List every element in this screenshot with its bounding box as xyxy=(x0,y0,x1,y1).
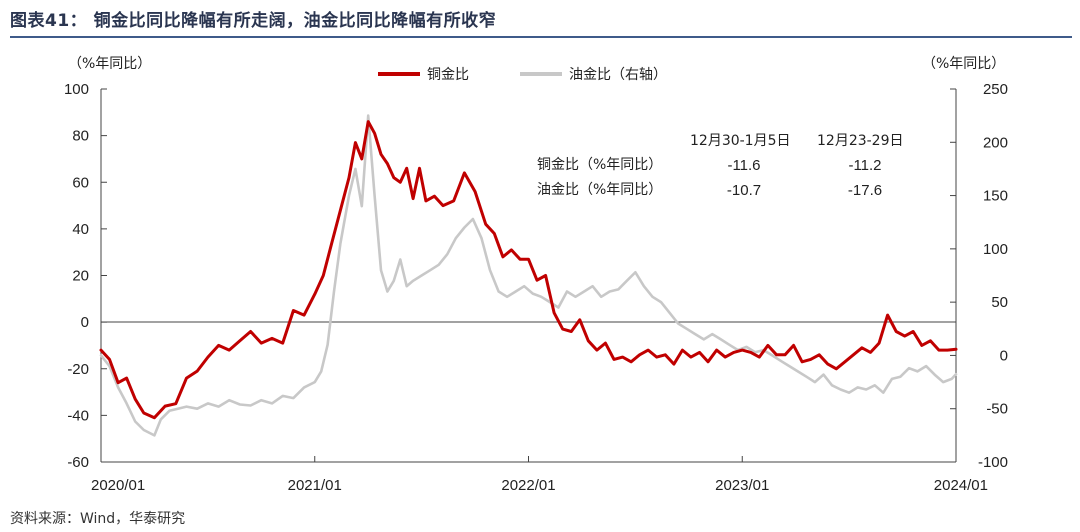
table-cell-1-1: -11.6 xyxy=(727,157,760,174)
right-tick-label: 100 xyxy=(983,241,1008,258)
x-tick-label: 2021/01 xyxy=(288,477,342,494)
right-tick-label: -50 xyxy=(986,401,1008,418)
source-note: 资料来源：Wind，华泰研究 xyxy=(10,511,186,527)
left-tick-label: -40 xyxy=(67,407,89,424)
series-line-oil-gold xyxy=(99,114,958,437)
right-axis-unit: （%年同比） xyxy=(922,56,1005,72)
right-tick-label: 50 xyxy=(991,294,1008,311)
x-tick-label: 2024/01 xyxy=(934,477,988,494)
right-tick-label: 150 xyxy=(983,188,1008,205)
x-tick-label: 2023/01 xyxy=(715,477,769,494)
right-tick-label: -100 xyxy=(978,454,1008,471)
title-rule xyxy=(10,36,1072,38)
table-row-label-1: 铜金比（%年同比） xyxy=(537,157,662,173)
series-line-copper-gold xyxy=(99,120,958,420)
table-col-header-2: 12月23-29日 xyxy=(817,133,904,149)
legend-label-copper-gold: 铜金比 xyxy=(427,67,469,83)
right-tick-label: 250 xyxy=(983,81,1008,98)
table-col-header-1: 12月30-1月5日 xyxy=(690,133,791,149)
table-cell-2-2: -17.6 xyxy=(848,182,882,199)
left-tick-label: -20 xyxy=(67,361,89,378)
figure-title: 图表41： 铜金比同比降幅有所走阔，油金比同比降幅有所收窄 xyxy=(10,11,497,31)
series-layer xyxy=(99,114,958,437)
x-tick-label: 2022/01 xyxy=(501,477,555,494)
left-tick-label: 80 xyxy=(72,128,89,145)
right-tick-label: 200 xyxy=(983,134,1008,151)
table-row-label-2: 油金比（%年同比） xyxy=(537,182,662,198)
left-axis-unit: （%年同比） xyxy=(68,56,151,72)
legend-label-oil-gold: 油金比（右轴） xyxy=(569,67,667,83)
table-cell-1-2: -11.2 xyxy=(848,157,881,174)
left-tick-label: -60 xyxy=(67,454,89,471)
axis-layer: 100806040200-20-40-60250200150100500-50-… xyxy=(64,81,1008,494)
x-tick-label: 2020/01 xyxy=(91,477,145,494)
left-tick-label: 60 xyxy=(72,174,89,191)
left-tick-label: 40 xyxy=(72,221,89,238)
left-tick-label: 0 xyxy=(81,314,89,331)
left-tick-label: 20 xyxy=(72,268,89,285)
left-tick-label: 100 xyxy=(64,81,89,98)
right-tick-label: 0 xyxy=(1000,347,1008,364)
table-cell-2-1: -10.7 xyxy=(727,182,761,199)
